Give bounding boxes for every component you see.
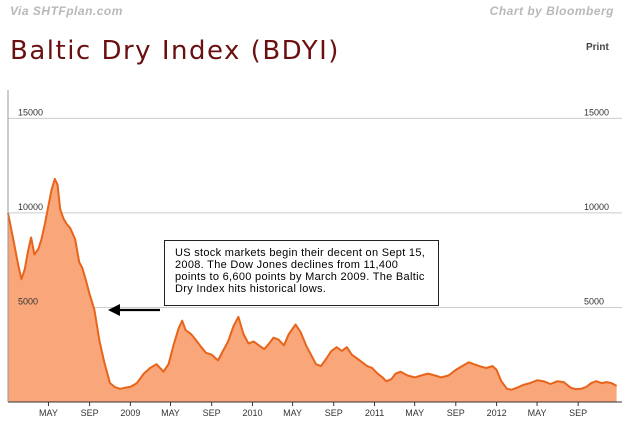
print-link[interactable]: Print <box>586 42 609 53</box>
y-tick-label-left: 5000 <box>18 296 38 306</box>
x-tick-label: MAY <box>528 408 547 418</box>
x-tick-label: 2012 <box>487 408 507 418</box>
series-area <box>7 177 618 402</box>
annotation-arrow <box>108 304 160 316</box>
x-tick-label: SEP <box>569 408 587 418</box>
x-tick-label: MAY <box>161 408 180 418</box>
grid-lines <box>8 117 622 308</box>
x-tick-label: SEP <box>325 408 343 418</box>
y-tick-label-right: 10000 <box>584 202 609 212</box>
x-tick-label: 2010 <box>242 408 262 418</box>
y-tick-label-right: 15000 <box>584 107 609 117</box>
arrow-head <box>108 304 120 316</box>
x-tick-label: MAY <box>405 408 424 418</box>
annotation-box: US stock markets begin their decent on S… <box>164 240 439 306</box>
y-tick-label-right: 5000 <box>584 296 604 306</box>
x-tick-label: SEP <box>203 408 221 418</box>
y-tick-label-left: 15000 <box>18 107 43 117</box>
x-tick-label: 2011 <box>365 408 384 418</box>
x-tick-label: 2009 <box>120 408 140 418</box>
chart-title: Baltic Dry Index (BDYI) <box>10 36 340 66</box>
source-credit: Via SHTFplan.com <box>10 4 123 18</box>
chart-credit: Chart by Bloomberg <box>489 4 614 18</box>
y-tick-label-left: 10000 <box>18 202 43 212</box>
x-tick-label: MAY <box>39 408 58 418</box>
series-line <box>7 177 618 391</box>
x-tick-label: MAY <box>283 408 302 418</box>
axes <box>7 90 622 406</box>
x-tick-label: SEP <box>81 408 99 418</box>
tick-labels: 5000 5000 10000 10000 15000 15000 MAY SEP 2009 MA… <box>18 107 609 418</box>
x-tick-label: SEP <box>447 408 465 418</box>
